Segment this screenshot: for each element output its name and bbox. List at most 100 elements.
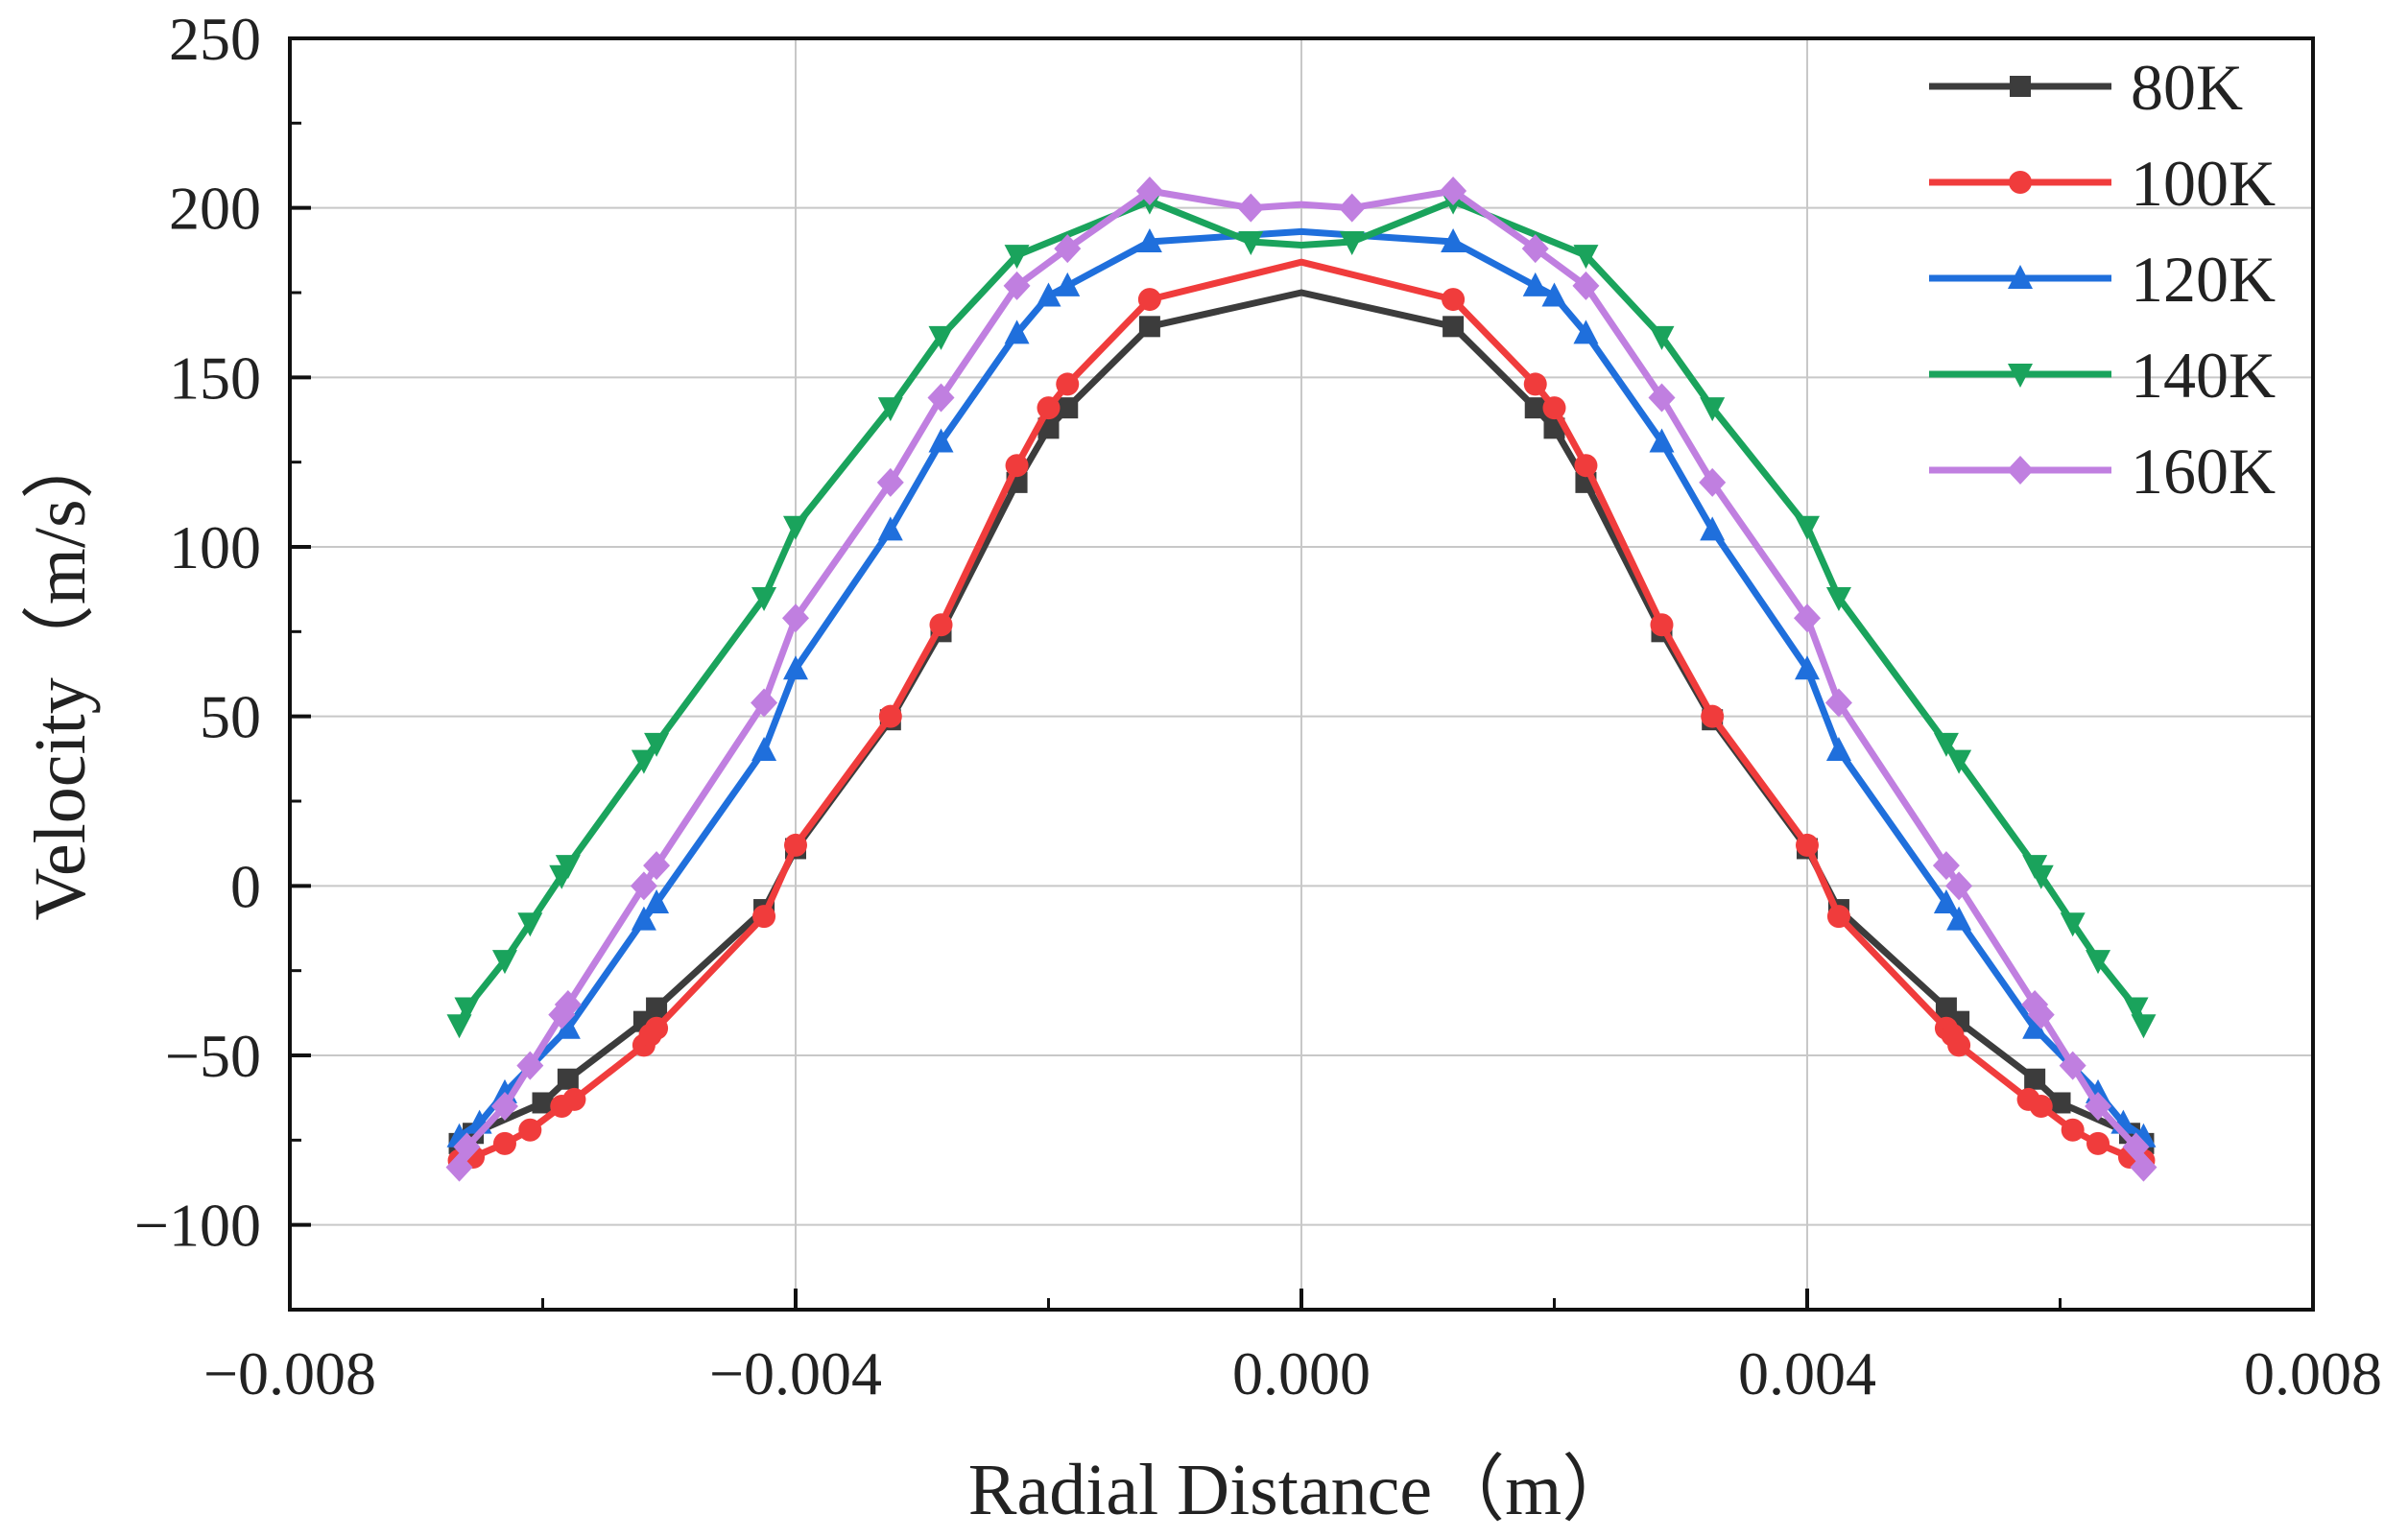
data-point-140K [1649,325,1675,350]
legend: 80K 100K 120K 140K 160K [1929,51,2276,508]
data-point-80K [557,1068,579,1090]
data-point-160K [927,383,955,413]
data-point-160K [490,1092,518,1121]
data-point-120K [1933,889,1959,913]
x-tick-label: −0.004 [709,1339,882,1408]
y-tick-label: −50 [165,1022,261,1090]
legend-entry-160K: 160K [1929,435,2276,508]
series-100K [447,258,2156,1172]
data-point-100K [518,1118,542,1142]
data-point-160K [2085,1092,2112,1121]
data-point-100K [1056,372,1080,396]
y-tick-label: 150 [169,343,261,412]
legend-marker-140K [2008,364,2033,388]
data-point-140K [877,397,903,422]
data-point-120K [1649,428,1675,453]
data-point-100K [1796,833,1819,857]
data-point-160K [643,851,671,881]
data-point-100K [562,1087,586,1111]
data-point-140K [2123,997,2149,1022]
data-point-100K [1947,1033,1971,1057]
data-point-160K [2130,1152,2158,1182]
data-point-160K [1824,688,1852,718]
data-point-100K [1650,613,1674,637]
data-point-140K [1946,749,1972,774]
data-point-140K [1795,515,1820,540]
data-point-140K [1004,245,1030,270]
legend-label-100K: 100K [2131,147,2276,220]
data-point-140K [2060,912,2086,937]
data-point-80K [1138,316,1160,338]
data-point-100K [1523,372,1547,396]
y-tick-label: 50 [200,683,261,751]
data-point-120K [555,1014,581,1039]
legend-entry-140K: 140K [1929,339,2276,412]
data-point-160K [782,603,809,633]
data-point-120K [1700,516,1726,541]
x-tick-label: 0.000 [1232,1339,1371,1408]
series-line-100K [456,258,2147,1164]
data-point-140K [454,997,480,1022]
legend-entry-100K: 100K [1929,147,2276,220]
data-point-100K [2086,1131,2110,1155]
data-point-120K [783,655,808,680]
data-point-160K [630,871,657,901]
data-point-140K [928,325,954,350]
legend-marker-120K [2008,265,2033,289]
data-point-140K [2086,950,2111,975]
legend-entry-80K: 80K [1929,51,2243,124]
data-point-160K [1237,193,1265,223]
data-point-100K [492,1131,516,1155]
data-point-120K [1004,319,1030,344]
data-point-80K [646,997,668,1019]
data-point-140K [446,1014,472,1039]
data-point-160K [1521,234,1549,264]
data-point-140K [1825,587,1851,611]
data-point-140K [1700,397,1726,422]
data-point-100K [1574,454,1598,478]
series-layer [445,177,2158,1182]
data-point-100K [2061,1118,2085,1142]
data-point-120K [1055,272,1081,296]
data-point-80K [1442,316,1465,338]
series-160K [445,177,2158,1182]
legend-entry-120K: 120K [1929,243,2276,316]
y-tick-label: −100 [134,1192,261,1260]
data-point-140K [491,950,517,975]
data-point-160K [2059,1051,2086,1080]
data-point-160K [1572,271,1600,300]
data-point-140K [1339,231,1365,255]
series-140K [446,190,2157,1039]
data-point-140K [1573,245,1599,270]
data-point-160K [1003,271,1031,300]
legend-label-80K: 80K [2131,51,2243,124]
data-point-160K [751,688,778,718]
data-point-160K [453,1132,481,1162]
data-point-140K [644,732,670,757]
legend-label-160K: 160K [2131,435,2276,508]
data-point-80K [2049,1092,2071,1114]
legend-marker-100K [2009,171,2032,194]
data-point-120K [1136,228,1162,252]
y-tick-label: 250 [169,5,261,73]
data-point-120K [1825,737,1851,761]
data-point-160K [1135,177,1163,205]
data-point-160K [1338,193,1366,223]
data-point-100K [1542,396,1566,420]
x-axis-title: Radial Distance（m） [968,1450,1634,1530]
data-point-100K [1005,454,1029,478]
data-point-100K [929,613,953,637]
data-point-140K [631,749,656,774]
data-point-160K [876,467,904,497]
data-point-120K [877,516,903,541]
y-tick-label: 200 [169,175,261,243]
series-line-160K [456,187,2147,1171]
data-point-160K [2027,1000,2055,1029]
data-point-160K [1648,383,1676,413]
data-point-100K [1701,704,1725,728]
legend-label-140K: 140K [2131,339,2276,412]
data-point-120K [1036,282,1061,307]
data-point-160K [554,990,582,1019]
data-point-100K [1442,288,1466,312]
